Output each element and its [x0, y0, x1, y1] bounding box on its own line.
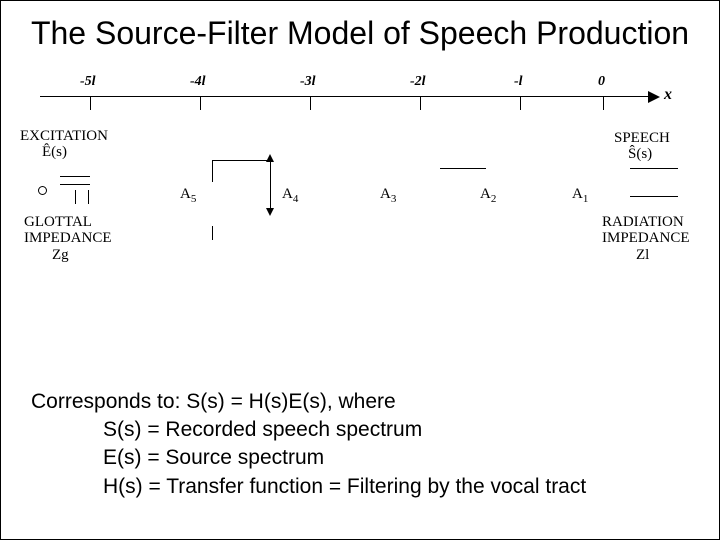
text: 2: [491, 193, 497, 205]
text: Zl: [602, 247, 649, 263]
glottal-box-line: [75, 190, 76, 204]
arrow-up-icon: [266, 154, 274, 162]
tick: [200, 96, 201, 110]
radiation-impedance-label: RADIATION IMPEDANCE Zl: [602, 214, 690, 264]
text: 4: [293, 193, 299, 205]
explain-line: E(s) = Source spectrum: [103, 444, 586, 472]
glottal-impedance-label: GLOTTAL IMPEDANCE Zg: [24, 214, 112, 264]
tick: [420, 96, 421, 110]
tick: [520, 96, 521, 110]
tick: [603, 96, 604, 110]
text: GLOTTAL: [24, 214, 92, 230]
tube-line: [212, 160, 270, 161]
tick: [90, 96, 91, 110]
section-label: A3: [380, 186, 396, 205]
text: 5: [191, 193, 197, 205]
text: IMPEDANCE: [24, 230, 112, 246]
axis-line: [40, 96, 650, 97]
tick-label: -5l: [80, 74, 96, 90]
text: Ŝ(s): [614, 146, 652, 162]
section-label: A1: [572, 186, 588, 205]
axis-x-label: x: [664, 86, 672, 104]
tube-line: [630, 168, 678, 169]
glottal-box-line: [60, 184, 90, 185]
text: A: [480, 186, 491, 202]
text: 1: [583, 193, 589, 205]
source-filter-diagram: x -5l -4l -3l -2l -l 0 EXCITATION Ê(s) G…: [20, 68, 700, 308]
text: A: [282, 186, 293, 202]
text: SPEECH: [614, 130, 670, 146]
speech-label: SPEECH Ŝ(s): [614, 130, 670, 163]
text: Zg: [24, 247, 69, 263]
source-circle-icon: [38, 186, 47, 195]
tube-line: [212, 160, 213, 182]
explain-line: H(s) = Transfer function = Filtering by …: [103, 473, 586, 501]
tick: [310, 96, 311, 110]
text: IMPEDANCE: [602, 230, 690, 246]
tick-label: -3l: [300, 74, 316, 90]
section-label: A5: [180, 186, 196, 205]
explanation-block: Corresponds to: S(s) = H(s)E(s), where S…: [31, 388, 586, 501]
section-label: A4: [282, 186, 298, 205]
excitation-label: EXCITATION Ê(s): [20, 128, 108, 161]
text: EXCITATION: [20, 128, 108, 144]
text: A: [380, 186, 391, 202]
glottal-box-line: [88, 190, 89, 204]
axis-arrow-icon: [648, 91, 660, 103]
tube-line: [630, 196, 678, 197]
text: Ê(s): [20, 144, 67, 160]
explain-line: Corresponds to: S(s) = H(s)E(s), where: [31, 388, 586, 416]
tube-line: [440, 168, 486, 169]
text: A: [572, 186, 583, 202]
glottal-box-line: [60, 176, 90, 177]
text: A: [180, 186, 191, 202]
tube-line: [270, 160, 271, 208]
page-title: The Source-Filter Model of Speech Produc…: [1, 1, 719, 58]
tick-label: -2l: [410, 74, 426, 90]
text: 3: [391, 193, 397, 205]
explain-line: S(s) = Recorded speech spectrum: [103, 416, 586, 444]
text: RADIATION: [602, 214, 684, 230]
arrow-down-icon: [266, 208, 274, 216]
tick-label: -l: [514, 74, 523, 90]
tube-line: [212, 226, 213, 240]
section-label: A2: [480, 186, 496, 205]
tick-label: 0: [598, 74, 605, 90]
tick-label: -4l: [190, 74, 206, 90]
